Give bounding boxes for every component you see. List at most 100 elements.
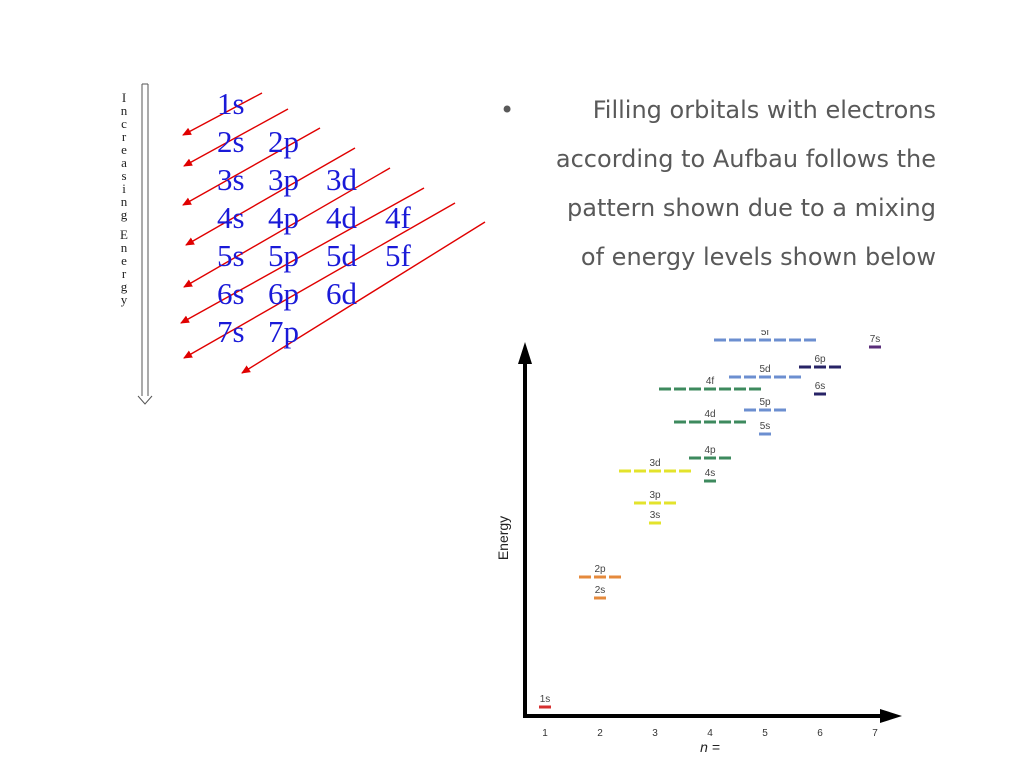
orbital-dash (734, 387, 746, 391)
side-label-letter: a (121, 155, 127, 170)
orbital-dash (869, 345, 881, 349)
energy-level-6s: 6s (814, 381, 826, 396)
orbital-label-3d: 3d (326, 162, 357, 197)
orbital-dash (719, 387, 731, 391)
energy-levels: 1s 2s 2p 3s 3p 3d 4s 4p 4d 4f 5s 5p 5d 5f 6s 6p 7s (539, 330, 881, 709)
orbital-dash (664, 469, 676, 473)
energy-level-6p: 6p (799, 354, 841, 369)
diagonal-arrow (183, 167, 391, 288)
orbital-label-4d: 4d (326, 200, 357, 235)
orbital-dash (539, 705, 551, 709)
orbital-label-7p: 7p (268, 314, 299, 349)
energy-level-label: 6p (814, 354, 826, 365)
side-label-letter: r (121, 129, 127, 144)
x-tick-label: 4 (707, 728, 713, 739)
diagonal-arrows (180, 92, 486, 374)
energy-level-label: 5p (759, 397, 771, 408)
orbital-dash (749, 387, 761, 391)
orbital-label-6s: 6s (217, 276, 245, 311)
energy-level-label: 2s (595, 585, 606, 596)
energy-level-label: 6s (815, 381, 826, 392)
orbital-dash (714, 338, 726, 342)
diagonal-arrow (185, 147, 356, 246)
orbital-dash (679, 469, 691, 473)
orbital-dash (579, 575, 591, 579)
aufbau-arrows-layer (137, 83, 486, 405)
energy-level-2s: 2s (594, 585, 606, 600)
x-tick-label: 7 (872, 728, 878, 739)
side-label-letter: s (121, 168, 127, 183)
side-label-letter: y (120, 292, 128, 307)
y-axis-label: Energy (495, 516, 511, 560)
energy-level-5f: 5f (714, 330, 816, 342)
orbital-label-2s: 2s (217, 124, 245, 159)
energy-level-3s: 3s (649, 510, 661, 525)
energy-level-3p: 3p (634, 490, 676, 505)
side-label-letter: n (120, 194, 128, 209)
orbital-dash (594, 575, 606, 579)
x-tick-labels: 1 2 3 4 5 6 7 (542, 728, 878, 739)
diagonal-arrow (180, 187, 425, 324)
side-label-letter: i (122, 181, 126, 196)
side-label-letter: r (121, 266, 127, 281)
bullet-point: • Filling orbitals with electrons accord… (500, 86, 936, 282)
orbital-dash (814, 392, 826, 396)
orbital-dash (609, 575, 621, 579)
orbital-dash (744, 408, 756, 412)
orbital-dash (759, 408, 771, 412)
energy-level-label: 3p (649, 490, 661, 501)
orbital-dash (649, 501, 661, 505)
diagonal-arrow (183, 202, 456, 359)
orbital-dash (759, 432, 771, 436)
orbital-dash (689, 387, 701, 391)
orbital-dash (729, 375, 741, 379)
orbital-dash (719, 420, 731, 424)
orbital-dash (774, 375, 786, 379)
x-tick-label: 6 (817, 728, 823, 739)
orbital-label-4f: 4f (385, 200, 411, 235)
energy-level-1s: 1s (539, 694, 551, 709)
diagonal-arrow (182, 92, 263, 136)
energy-level-4d: 4d (674, 409, 746, 424)
side-label-letter: n (120, 240, 128, 255)
energy-level-7s: 7s (869, 334, 881, 349)
energy-level-label: 4p (704, 445, 716, 456)
orbital-dash (634, 501, 646, 505)
orbital-dash (734, 420, 746, 424)
orbital-dash (799, 365, 811, 369)
x-axis-label: n = (700, 739, 720, 755)
orbital-label-4s: 4s (217, 200, 245, 235)
energy-level-4f: 4f (659, 376, 761, 391)
orbital-label-1s: 1s (217, 86, 245, 121)
energy-level-2p: 2p (579, 564, 621, 579)
orbital-dash (704, 420, 716, 424)
bullet-dot: • (500, 96, 515, 124)
energy-level-4s: 4s (704, 468, 716, 483)
orbital-label-7s: 7s (217, 314, 245, 349)
energy-level-label: 4d (704, 409, 715, 420)
orbital-dash (774, 408, 786, 412)
energy-level-5s: 5s (759, 421, 771, 436)
orbital-dash (674, 420, 686, 424)
orbital-label-3s: 3s (217, 162, 245, 197)
side-label-letter: g (120, 207, 128, 222)
energy-level-label: 3s (650, 510, 661, 521)
side-label-letter: c (121, 116, 127, 131)
orbital-dash (804, 338, 816, 342)
orbital-dash (789, 375, 801, 379)
energy-level-label: 4s (705, 468, 716, 479)
orbital-dash (704, 479, 716, 483)
orbital-label-5p: 5p (268, 238, 299, 273)
bullet-text: Filling orbitals with electrons accordin… (555, 96, 936, 271)
energy-level-label: 5f (761, 330, 770, 338)
orbital-dash (759, 338, 771, 342)
energy-level-4p: 4p (689, 445, 731, 460)
energy-level-5p: 5p (744, 397, 786, 412)
orbital-dash (664, 501, 676, 505)
orbital-label-4p: 4p (268, 200, 299, 235)
orbital-label-6p: 6p (268, 276, 299, 311)
orbital-dash (744, 338, 756, 342)
orbital-dash (689, 420, 701, 424)
orbital-dash (759, 375, 771, 379)
orbital-label-6d: 6d (326, 276, 357, 311)
